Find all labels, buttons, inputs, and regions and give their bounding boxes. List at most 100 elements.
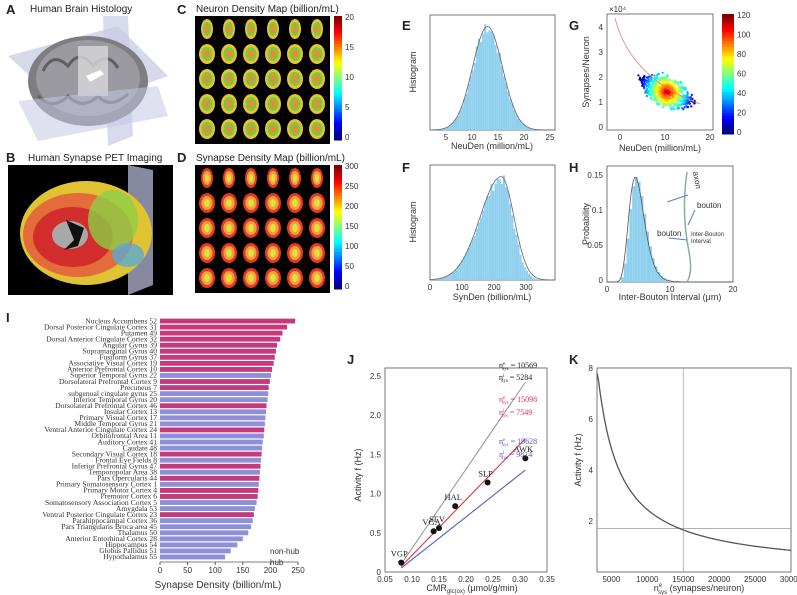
scatter-point	[673, 103, 677, 106]
x-tick: 20	[706, 133, 715, 142]
colorbar-tick: 20	[345, 13, 354, 22]
colorbar-segment	[334, 47, 342, 51]
y-tick: 0.5	[370, 529, 382, 538]
colorbar-segment	[722, 125, 734, 129]
histogram-bar	[486, 32, 489, 130]
panel-e-letter: E	[402, 18, 411, 33]
brain-slice	[221, 193, 237, 213]
histogram-bar	[488, 195, 491, 280]
colorbar-tick: 80	[737, 50, 746, 59]
panel-i-xlabel: Synapse Density (billion/mL)	[155, 580, 282, 591]
x-tick: 30000	[780, 575, 797, 584]
histogram-bar	[505, 82, 508, 130]
bar-label: Primary Visual Cortex 17	[79, 413, 157, 422]
scatter-point	[647, 80, 650, 83]
colorbar-segment	[334, 279, 342, 284]
interval-label: Inter-Bouton Interval	[691, 232, 724, 245]
scatter-point	[666, 101, 669, 104]
x-tick: 300	[519, 283, 533, 292]
brain-slice	[265, 218, 281, 238]
bouton-arrow	[668, 237, 688, 241]
x-tick: 10000	[636, 575, 659, 584]
histogram-bar	[654, 266, 658, 282]
histogram-bar	[519, 120, 522, 130]
bar	[160, 494, 258, 499]
histogram-bar	[665, 279, 669, 282]
brain-slice	[309, 44, 325, 64]
state-label: AWK	[514, 444, 534, 454]
colorbar-segment	[722, 92, 734, 96]
colorbar-segment	[334, 248, 342, 253]
histogram-bar	[536, 279, 539, 280]
bar-label: Ventral Anterior Cingulate Cortex 24	[44, 425, 157, 434]
y-tick: 1.5	[370, 450, 382, 459]
histogram-bar	[452, 121, 455, 130]
histogram-bar	[517, 244, 520, 280]
brain-slice	[199, 218, 215, 238]
colorbar-tick: 200	[345, 202, 359, 211]
colorbar-segment	[334, 254, 342, 259]
brain-slice	[199, 268, 215, 288]
histogram-bar	[635, 177, 638, 282]
bar	[160, 397, 268, 403]
legend-entry: ni sys = 9814	[499, 450, 532, 461]
colorbar-segment	[722, 80, 734, 84]
histogram-bar	[532, 129, 535, 130]
state-point	[430, 528, 437, 535]
panel-g-letter: G	[569, 18, 580, 33]
histogram-bar	[457, 266, 460, 280]
scatter-point	[663, 104, 666, 107]
colorbar-segment	[334, 180, 342, 185]
scatter-point	[657, 98, 660, 101]
scatter-point	[663, 76, 666, 80]
colorbar-segment	[334, 192, 342, 197]
scatter-point	[675, 80, 678, 83]
scatter-point	[659, 90, 662, 93]
colorbar-segment	[334, 115, 342, 119]
colorbar-segment	[334, 217, 342, 222]
neuron-colorbar: 20 15 10 5 0	[334, 13, 354, 142]
histogram-bar	[444, 276, 447, 280]
colorbar-segment	[334, 258, 342, 262]
bar-label: Angular Gyrus 39	[102, 340, 157, 349]
bar-label: Supramarginal Gyrus 40	[82, 347, 157, 356]
colorbar-tick: 0	[345, 133, 350, 142]
histogram-bar	[663, 278, 666, 282]
x-tick: 0.30	[512, 575, 528, 584]
histogram-bar	[502, 175, 505, 280]
brain-slice	[221, 243, 237, 263]
bar	[160, 506, 255, 511]
colorbar-segment	[334, 84, 342, 88]
panel-h-xlabel: Inter-Bouton Interval (μm)	[619, 292, 722, 302]
colorbar-segment	[334, 267, 342, 271]
bar	[160, 530, 249, 536]
colorbar-segment	[722, 35, 734, 39]
colorbar-segment	[334, 62, 342, 67]
histogram-bar	[637, 181, 641, 282]
scatter-point	[642, 85, 645, 88]
bar	[160, 324, 287, 330]
scatter-point	[663, 82, 666, 85]
scatter-point	[682, 108, 685, 111]
x-tick: 10	[661, 133, 670, 142]
scatter-point	[668, 79, 671, 82]
scatter-point	[655, 87, 659, 90]
bar-label: Frontal Eye Fields 8	[95, 455, 157, 464]
histogram-bar	[632, 186, 635, 282]
x-tick: 25000	[744, 575, 767, 584]
histogram-bar	[623, 263, 627, 282]
y-tick: 6	[589, 415, 594, 424]
scatter-point	[651, 73, 654, 76]
scatter-point	[669, 105, 672, 108]
histogram-bar	[513, 109, 516, 130]
colorbar-segment	[334, 118, 342, 122]
colorbar-segment	[722, 119, 734, 123]
y-tick: 4	[589, 466, 594, 475]
scatter-point	[641, 82, 644, 85]
colorbar-segment	[722, 131, 734, 135]
histogram-bar	[494, 44, 497, 131]
histogram-bar	[471, 70, 474, 130]
histogram-bar	[498, 179, 501, 280]
colorbar-segment	[334, 121, 342, 125]
scatter-point	[668, 93, 671, 96]
